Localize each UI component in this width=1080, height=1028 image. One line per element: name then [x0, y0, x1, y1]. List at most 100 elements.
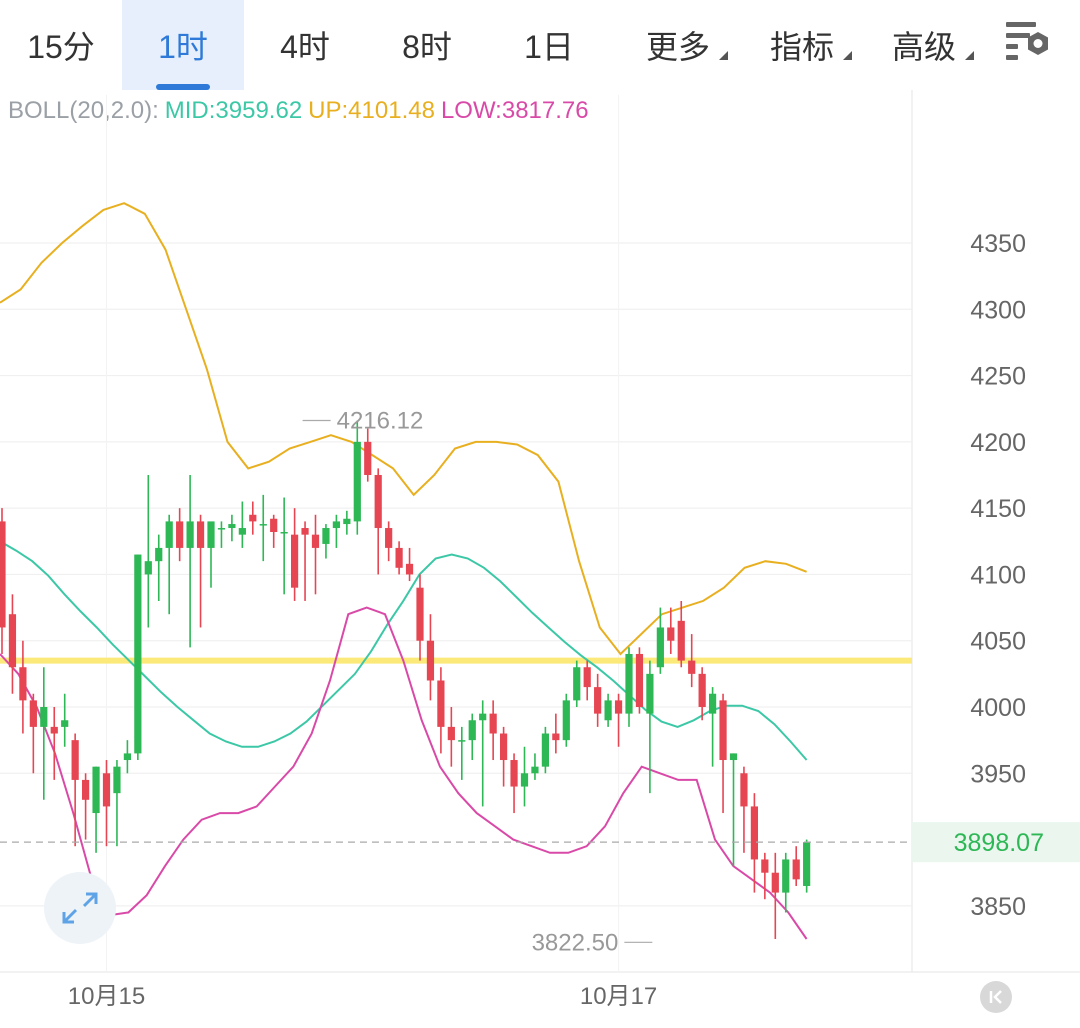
candle-body	[761, 859, 769, 873]
candle-body	[71, 740, 79, 780]
boll-name: BOLL(20,2.0):	[8, 97, 159, 124]
y-tick-label: 4250	[970, 363, 1026, 391]
candle-body	[332, 521, 340, 529]
tab-label: 4时	[280, 29, 330, 65]
candle-body	[709, 693, 717, 714]
tab-1hour[interactable]: 1时	[122, 0, 244, 90]
tab-8hour[interactable]: 8时	[366, 0, 488, 90]
candle-body	[437, 680, 445, 727]
candlestick-chart[interactable]: 4350 4300 4250 4200 4150 4100 4050 4000 3950 3850…	[0, 90, 1080, 1028]
candle-body	[61, 720, 69, 727]
candle-body	[364, 441, 372, 476]
candle-body	[458, 740, 466, 742]
candle-body	[196, 521, 205, 548]
candle-body	[562, 700, 570, 741]
candle-body	[782, 859, 790, 893]
candle-body	[353, 441, 361, 522]
dropdown-triangle-icon	[965, 51, 974, 60]
candle-body	[573, 667, 581, 701]
candle-body	[803, 842, 811, 886]
candle-body	[656, 627, 664, 668]
y-tick-label: 4150	[970, 495, 1026, 523]
candle-body	[40, 707, 48, 727]
candle-body	[541, 733, 549, 767]
candle-body	[92, 766, 100, 814]
candle-body	[29, 700, 37, 727]
tab-15min[interactable]: 15分	[0, 0, 122, 90]
boll-low-value: LOW:3817.76	[440, 97, 589, 124]
candle-body	[249, 514, 257, 522]
y-tick-label: 4350	[970, 230, 1026, 258]
tab-label: 高级	[891, 29, 956, 65]
candle-body	[405, 563, 414, 575]
candle-body	[531, 766, 539, 774]
tab-4hour[interactable]: 4时	[244, 0, 366, 90]
y-tick-label: 4000	[970, 694, 1026, 722]
boll-low-line	[0, 606, 808, 940]
tab-label: 15分	[27, 29, 95, 65]
candle-body	[228, 524, 236, 529]
tab-label: 1日	[524, 29, 574, 65]
max-price-label: 4216.12	[337, 407, 424, 434]
candle-body	[19, 667, 27, 701]
dropdown-triangle-icon	[843, 51, 852, 60]
candle-body	[385, 528, 393, 548]
y-tick-label: 4300	[970, 296, 1026, 324]
candle-body	[343, 518, 351, 525]
current-price-tag	[912, 822, 1080, 863]
candle-body	[520, 773, 529, 787]
settings-sliders-icon[interactable]	[1000, 18, 1056, 68]
candle-body	[500, 733, 508, 761]
candle-body	[719, 700, 727, 761]
candle-body	[176, 521, 184, 548]
boll-up-line	[0, 202, 807, 656]
tab-advanced[interactable]: 高级	[872, 0, 976, 90]
candle-body	[259, 524, 267, 526]
candle-body	[155, 547, 163, 562]
candle-body	[594, 687, 602, 714]
tab-1day[interactable]: 1日	[488, 0, 610, 90]
candle-body	[552, 733, 560, 741]
x-tick-label: 10月15	[68, 983, 145, 1010]
tab-more[interactable]: 更多	[626, 0, 730, 90]
tab-indicators[interactable]: 指标	[750, 0, 854, 90]
candle-body	[510, 760, 518, 787]
expand-arrows-icon[interactable]	[44, 872, 116, 944]
candle-body	[207, 521, 215, 548]
candle-body	[102, 773, 111, 807]
boll-mid-value: MID:3959.62	[164, 97, 303, 124]
candle-body	[134, 554, 142, 754]
candle-body	[322, 528, 330, 544]
boll-legend: BOLL(20,2.0): MID:3959.62 UP:4101.48 LOW:38…	[8, 97, 595, 125]
current-price-value: 3898.07	[954, 829, 1044, 857]
tab-label: 更多	[645, 29, 710, 65]
candle-body	[301, 528, 309, 535]
candle-body	[426, 640, 435, 681]
y-tick-label: 3950	[970, 760, 1026, 788]
candle-body	[50, 726, 58, 734]
candle-body	[489, 713, 497, 734]
candle-body	[646, 673, 654, 714]
candle-body	[165, 521, 173, 548]
candle-body	[740, 773, 748, 807]
candle-body	[729, 753, 738, 761]
tab-label: 指标	[769, 29, 834, 65]
candle-body	[217, 528, 226, 530]
candle-body	[604, 700, 612, 721]
candle-body	[82, 779, 90, 800]
candle-body	[688, 660, 696, 674]
candle-body	[280, 532, 288, 534]
candle-body	[395, 547, 403, 568]
candle-body	[792, 859, 800, 880]
chevron-end-icon[interactable]	[980, 981, 1012, 1013]
active-tab-indicator	[156, 84, 210, 90]
candle-body	[113, 766, 121, 794]
tab-label: 1时	[158, 29, 208, 65]
min-price-label: 3822.50	[532, 929, 619, 956]
candle-body	[447, 726, 455, 741]
candle-body	[635, 653, 644, 707]
candle-body	[479, 713, 487, 721]
candle-body	[0, 521, 6, 628]
candle-body	[667, 627, 675, 641]
candle-body	[291, 534, 299, 588]
